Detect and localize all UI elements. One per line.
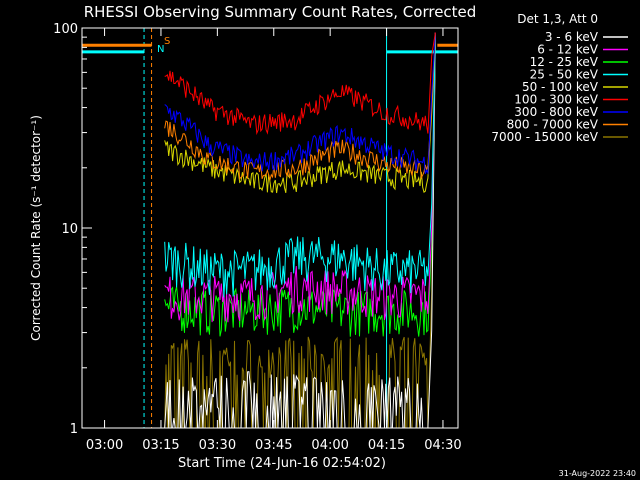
legend-entry-label: 300 - 800 keV [514, 105, 598, 119]
legend-entry-label: 7000 - 15000 keV [491, 130, 598, 144]
legend-header: Det 1,3, Att 0 [517, 12, 598, 26]
axis-ticks: 03:00 03:15 03:30 03:45 04:00 04:15 04:30 1 10 10… [53, 22, 462, 453]
footer-date: 31-Aug-2022 23:40 [559, 469, 636, 478]
legend-entry-label: 25 - 50 keV [530, 68, 599, 82]
x-axis-label: Start Time (24-Jun-16 02:54:02) [178, 456, 386, 471]
series-line [164, 32, 436, 194]
legend-entry-label: 12 - 25 keV [530, 55, 599, 69]
series-line [164, 32, 436, 182]
x-tick-label: 03:45 [255, 438, 292, 453]
legend-entry-label: 100 - 300 keV [514, 93, 598, 107]
x-tick-label: 03:15 [142, 438, 179, 453]
y-tick-label: 1 [70, 422, 78, 437]
y-tick-label: 100 [53, 22, 78, 37]
series-line [164, 32, 436, 429]
x-tick-label: 03:00 [86, 438, 123, 453]
marker-n-label: N [157, 44, 164, 55]
y-tick-label: 10 [61, 222, 78, 237]
marker-s-label: S [164, 36, 170, 47]
legend-entry-label: 50 - 100 keV [522, 80, 599, 94]
x-tick-label: 04:30 [424, 438, 461, 453]
series-line [164, 32, 436, 175]
series-line [164, 32, 436, 323]
legend-entry-label: 3 - 6 keV [545, 30, 599, 44]
x-tick-label: 03:30 [199, 438, 236, 453]
x-tick-label: 04:15 [368, 438, 405, 453]
legend-entry-label: 6 - 12 keV [537, 43, 599, 57]
series-line [164, 32, 436, 136]
x-tick-label: 04:00 [311, 438, 348, 453]
y-axis-label: Corrected Count Rate (s⁻¹ detector⁻¹) [29, 115, 43, 341]
chart-title: RHESSI Observing Summary Count Rates, Co… [84, 3, 477, 21]
series-line [164, 32, 436, 298]
legend-entry-label: 800 - 7000 keV [507, 118, 599, 132]
